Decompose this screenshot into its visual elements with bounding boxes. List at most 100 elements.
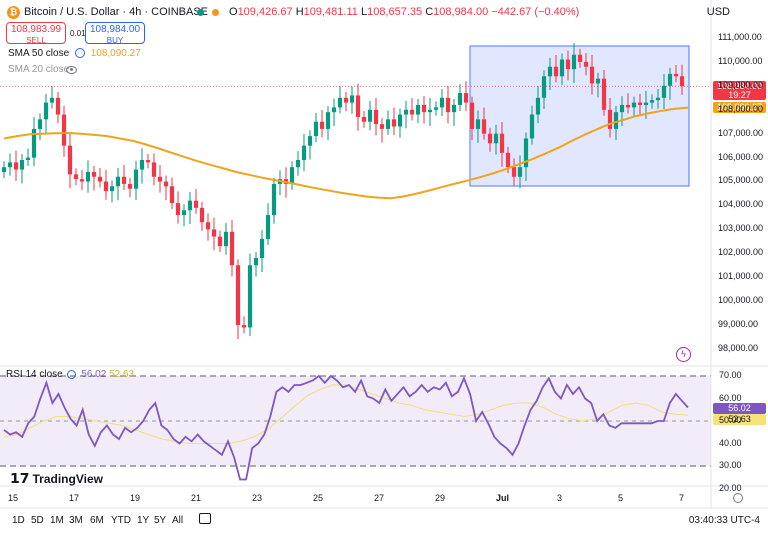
last-price-tag: 108,984.00 19:27 [713, 81, 766, 100]
range-6m[interactable]: 6M [90, 515, 104, 526]
candle-body [511, 167, 517, 177]
candle-body [67, 145, 73, 175]
candle-body [577, 54, 583, 62]
candle-body [37, 119, 43, 129]
time-tick-label: 15 [8, 493, 19, 503]
sma50-legend[interactable]: SMA 50 close 108,090.27 [8, 48, 141, 59]
sma-price-tag: 108,090.27 [713, 102, 766, 113]
rsi-tick-label: 20.00 [719, 483, 742, 493]
candle-body [601, 78, 607, 110]
rsi-settings-icon[interactable] [67, 369, 77, 379]
sell-button[interactable]: 108,983.99 SELL [6, 22, 66, 45]
candle-body [235, 265, 241, 326]
candle-body [337, 97, 343, 108]
candle-body [193, 200, 199, 208]
candle-body [139, 160, 145, 170]
range-all[interactable]: All [172, 515, 184, 526]
candle-body [331, 107, 337, 113]
buy-button[interactable]: 108,984.00 BUY [85, 22, 145, 45]
candle-body [679, 76, 685, 87]
candle-body [583, 61, 589, 67]
sma50-line [3, 106, 689, 200]
candle-body [427, 109, 433, 113]
candle-body [91, 171, 97, 177]
tradingview-logo[interactable]: 𝟭𝟳 TradingView [10, 470, 103, 486]
candle-body [529, 114, 535, 139]
gear-icon[interactable] [733, 493, 743, 503]
candle-body [649, 100, 655, 103]
market-open-icon [197, 9, 204, 16]
range-5d[interactable]: 5D [31, 515, 44, 526]
candle-body [457, 93, 463, 105]
candle-body [7, 162, 13, 168]
candle-body [247, 265, 253, 328]
candle-body [397, 114, 403, 127]
candle-body [325, 112, 331, 129]
range-5y[interactable]: 5Y [154, 515, 167, 526]
candle-body [319, 121, 325, 129]
rsi-tick-label: 50.00 [719, 415, 742, 426]
candle-body [133, 169, 139, 189]
candle-body [385, 119, 391, 129]
candle-body [613, 112, 619, 129]
candle-body [163, 181, 169, 187]
price-tick-label: 108,000.00 [718, 103, 764, 114]
time-tick-label: 25 [313, 493, 324, 503]
time-tick-label: 3 [557, 493, 563, 503]
range-3m[interactable]: 3M [69, 515, 83, 526]
candle-body [469, 102, 475, 129]
candle-body [403, 109, 409, 115]
candle-body [643, 102, 649, 105]
candle-body [223, 231, 229, 247]
candle-body [313, 121, 319, 137]
hidden-eye-icon[interactable] [66, 66, 77, 74]
range-1y[interactable]: 1Y [137, 515, 150, 526]
settings-icon[interactable] [74, 48, 85, 59]
candle-body [355, 95, 361, 117]
candle-body [463, 93, 469, 103]
lightning-icon[interactable]: ϟ [676, 347, 691, 362]
candle-body [25, 157, 31, 161]
price-tick-label: 102,000.00 [718, 247, 764, 258]
time-tick-label: 27 [374, 493, 385, 503]
time-tick-label: 5 [618, 493, 624, 503]
candle-body [595, 78, 601, 84]
candle-body [157, 176, 163, 182]
candle-body [505, 152, 511, 168]
sell-label: SELL [26, 36, 46, 45]
price-tick-label: 106,000.00 [718, 151, 764, 162]
candle-body [559, 59, 565, 77]
currency-label[interactable]: USD [706, 6, 730, 18]
candle-body [349, 95, 355, 103]
rsi-tag: 56.02 [713, 403, 766, 414]
candle-body [109, 186, 115, 192]
price-tick-label: 100,000.00 [718, 294, 764, 305]
candle-body [547, 66, 553, 77]
candle-body [55, 97, 61, 115]
candle-body [217, 236, 223, 247]
range-1m[interactable]: 1M [50, 515, 64, 526]
price-tick-label: 110,000.00 [718, 55, 763, 66]
symbol-title[interactable]: Bitcoin / U.S. Dollar · 4h · COINBASE [24, 6, 208, 18]
calendar-icon[interactable] [199, 513, 211, 524]
candle-body [241, 325, 247, 328]
price-tick-label: 107,000.00 [718, 127, 764, 138]
candle-body [175, 203, 181, 216]
sma20-legend[interactable]: SMA 20 close [8, 64, 70, 75]
range-ytd[interactable]: YTD [111, 515, 131, 526]
candle-body [61, 114, 67, 146]
candle-body [391, 119, 397, 127]
candle-body [211, 229, 217, 237]
candle-body [607, 109, 613, 129]
rsi-legend[interactable]: RSI 14 close 56.02 52.63 [6, 369, 135, 380]
candle-body [373, 109, 379, 125]
candle-body [85, 171, 91, 182]
candle-body [127, 183, 133, 189]
range-1d[interactable]: 1D [12, 515, 25, 526]
candle-body [145, 160, 151, 163]
rsi-ma-line [3, 384, 689, 444]
price-tick-label: 103,000.00 [718, 223, 764, 234]
candle-body [637, 102, 643, 105]
candle-body [409, 109, 415, 115]
